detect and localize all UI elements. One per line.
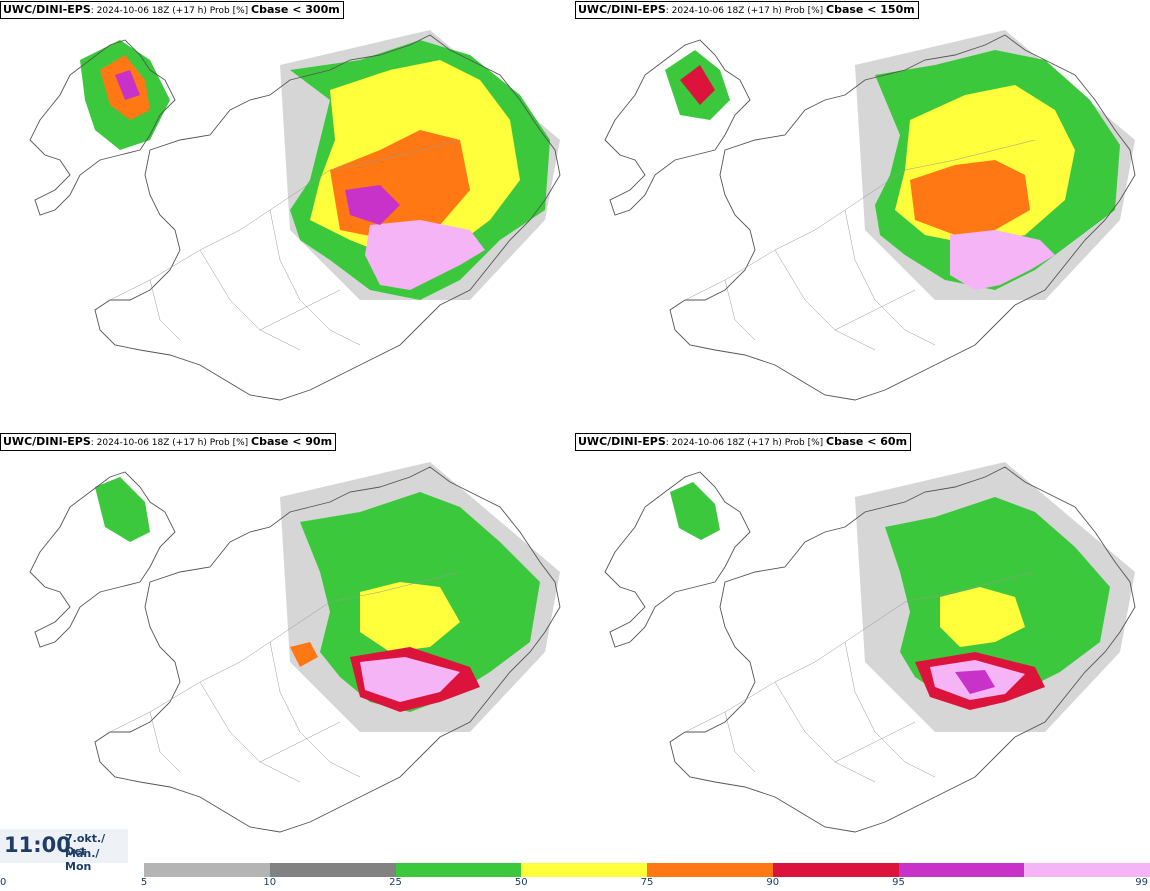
- colorbar-tick-label: 90: [766, 877, 780, 888]
- map-panel-2: UWC/DINI-EPS: 2024-10-06 18Z (+17 h) Pro…: [575, 0, 1150, 432]
- coastline: [604, 34, 1136, 401]
- prob-area: [360, 582, 460, 652]
- prob-area: [940, 587, 1025, 647]
- run-info: : 2024-10-06 18Z (+17 h) Prob [%]: [90, 438, 252, 448]
- coastline: [604, 466, 1136, 833]
- colorbar-segment: [521, 863, 647, 877]
- colorbar-tick-label: 99: [1135, 877, 1148, 888]
- colorbar-tick-label: 10: [263, 877, 277, 888]
- variable-label: Cbase < 90m: [251, 435, 333, 448]
- colorbar-tick-label: 0: [0, 877, 7, 888]
- prob-area: [95, 477, 150, 542]
- model-name: UWC/DINI-EPS: [578, 435, 666, 448]
- panel-title: UWC/DINI-EPS: 2024-10-06 18Z (+17 h) Pro…: [0, 433, 337, 451]
- roads: [684, 571, 1036, 783]
- colorbar: [144, 863, 1150, 877]
- prob-fields: [95, 462, 560, 732]
- prob-fields: [665, 30, 1135, 300]
- colorbar-tick-label: 95: [892, 877, 905, 888]
- colorbar-segment: [269, 863, 396, 877]
- prob-area: [955, 670, 995, 694]
- model-name: UWC/DINI-EPS: [3, 3, 91, 16]
- colorbar-segment: [144, 863, 270, 877]
- map-iceland: [29, 30, 561, 401]
- valid-time-box: 11:00 7.okt./ Oct Mán./ Mon: [0, 829, 128, 873]
- run-info: : 2024-10-06 18Z (+17 h) Prob [%]: [90, 6, 252, 16]
- variable-label: Cbase < 150m: [826, 3, 915, 16]
- colorbar-tick-label: 75: [640, 877, 654, 888]
- coastline: [29, 34, 561, 401]
- panel-title: UWC/DINI-EPS: 2024-10-06 18Z (+17 h) Pro…: [575, 433, 912, 451]
- colorbar-tick-label: 50: [514, 877, 528, 888]
- prob-area: [670, 482, 720, 540]
- prob-fields: [80, 30, 560, 300]
- colorbar-tick-label: 25: [389, 877, 402, 888]
- prob-area: [290, 642, 318, 667]
- map-panel-3: UWC/DINI-EPS: 2024-10-06 18Z (+17 h) Pro…: [0, 432, 575, 864]
- map-iceland: [29, 462, 561, 833]
- coastline: [29, 466, 561, 833]
- valid-time: 11:00: [4, 833, 71, 857]
- valid-date: 7.okt./ Oct: [65, 832, 106, 858]
- colorbar-segment: [395, 863, 522, 877]
- prob-area: [365, 220, 485, 290]
- valid-weekday: Mán./ Mon: [65, 847, 100, 873]
- colorbar-segment: [1024, 863, 1150, 877]
- panel-title: UWC/DINI-EPS: 2024-10-06 18Z (+17 h) Pro…: [0, 1, 344, 19]
- prob-area: [115, 70, 140, 100]
- prob-area: [360, 657, 460, 702]
- map-panel-1: UWC/DINI-EPS: 2024-10-06 18Z (+17 h) Pro…: [0, 0, 575, 432]
- prob-area: [910, 160, 1030, 235]
- colorbar-segment: [772, 863, 899, 877]
- model-name: UWC/DINI-EPS: [3, 435, 91, 448]
- prob-area: [345, 185, 400, 225]
- colorbar-tick-label: 5: [140, 877, 148, 888]
- panel-title: UWC/DINI-EPS: 2024-10-06 18Z (+17 h) Pro…: [575, 1, 919, 19]
- prob-area: [680, 65, 715, 105]
- run-info: : 2024-10-06 18Z (+17 h) Prob [%]: [665, 6, 827, 16]
- roads: [109, 139, 461, 351]
- prob-area: [950, 230, 1055, 290]
- roads: [684, 139, 1036, 351]
- colorbar-segment: [898, 863, 1025, 877]
- prob-fields: [670, 462, 1135, 732]
- variable-label: Cbase < 300m: [251, 3, 340, 16]
- map-panel-4: UWC/DINI-EPS: 2024-10-06 18Z (+17 h) Pro…: [575, 432, 1150, 864]
- model-name: UWC/DINI-EPS: [578, 3, 666, 16]
- map-iceland: [604, 30, 1136, 401]
- variable-label: Cbase < 60m: [826, 435, 908, 448]
- run-info: : 2024-10-06 18Z (+17 h) Prob [%]: [665, 438, 827, 448]
- roads: [109, 571, 461, 783]
- colorbar-segment: [647, 863, 773, 877]
- map-iceland: [604, 462, 1136, 833]
